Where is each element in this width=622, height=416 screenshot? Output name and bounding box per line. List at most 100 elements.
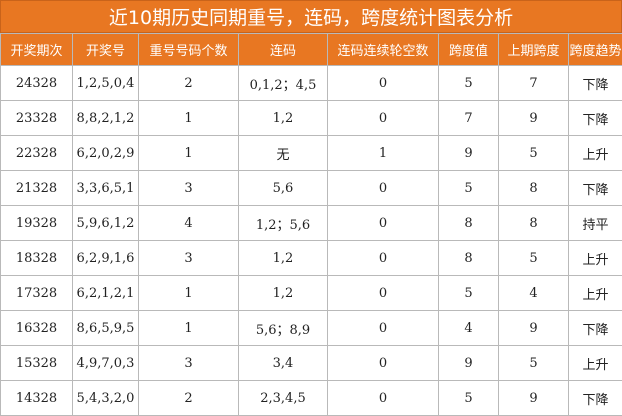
cell-numbers: 8,8,2,1,2 <box>73 101 139 136</box>
cell-trend: 下降 <box>569 101 622 136</box>
cell-numbers: 6,2,1,2,1 <box>73 276 139 311</box>
cell-consecutive: 0,1,2；4,5 <box>239 66 328 101</box>
cell-span: 8 <box>439 241 499 276</box>
cell-repeat: 1 <box>139 136 239 171</box>
page-title: 近10期历史同期重号，连码，跨度统计图表分析 <box>0 0 622 33</box>
cell-span: 8 <box>439 206 499 241</box>
cell-span: 7 <box>439 101 499 136</box>
cell-consecutive: 5,6 <box>239 171 328 206</box>
cell-issue: 21328 <box>1 171 73 206</box>
cell-repeat: 4 <box>139 206 239 241</box>
cell-issue: 24328 <box>1 66 73 101</box>
cell-trend: 下降 <box>569 381 622 416</box>
cell-trend: 下降 <box>569 311 622 346</box>
cell-consecutive: 5,6；8,9 <box>239 311 328 346</box>
col-header-prev-span: 上期跨度 <box>499 34 569 66</box>
cell-numbers: 5,9,6,1,2 <box>73 206 139 241</box>
cell-gap: 0 <box>328 381 439 416</box>
cell-prev-span: 9 <box>499 311 569 346</box>
cell-trend: 上升 <box>569 136 622 171</box>
cell-span: 5 <box>439 381 499 416</box>
col-header-numbers: 开奖号 <box>73 34 139 66</box>
cell-issue: 15328 <box>1 346 73 381</box>
cell-repeat: 3 <box>139 171 239 206</box>
cell-consecutive: 1,2 <box>239 241 328 276</box>
cell-numbers: 5,4,3,2,0 <box>73 381 139 416</box>
cell-prev-span: 9 <box>499 381 569 416</box>
col-header-repeat: 重号号码个数 <box>139 34 239 66</box>
cell-span: 5 <box>439 171 499 206</box>
cell-prev-span: 5 <box>499 136 569 171</box>
cell-numbers: 1,2,5,0,4 <box>73 66 139 101</box>
cell-issue: 23328 <box>1 101 73 136</box>
cell-span: 5 <box>439 276 499 311</box>
cell-gap: 0 <box>328 276 439 311</box>
cell-prev-span: 8 <box>499 206 569 241</box>
cell-gap: 0 <box>328 66 439 101</box>
header-row: 开奖期次 开奖号 重号号码个数 连码 连码连续轮空数 跨度值 上期跨度 跨度趋势 <box>1 34 622 66</box>
cell-trend: 下降 <box>569 66 622 101</box>
cell-consecutive: 1,2 <box>239 276 328 311</box>
cell-repeat: 1 <box>139 276 239 311</box>
cell-repeat: 2 <box>139 66 239 101</box>
cell-trend: 上升 <box>569 241 622 276</box>
cell-numbers: 3,3,6,5,1 <box>73 171 139 206</box>
cell-consecutive: 1,2 <box>239 101 328 136</box>
cell-issue: 18328 <box>1 241 73 276</box>
cell-consecutive: 3,4 <box>239 346 328 381</box>
cell-numbers: 6,2,0,2,9 <box>73 136 139 171</box>
cell-issue: 17328 <box>1 276 73 311</box>
col-header-issue: 开奖期次 <box>1 34 73 66</box>
cell-prev-span: 5 <box>499 241 569 276</box>
cell-span: 4 <box>439 311 499 346</box>
cell-issue: 16328 <box>1 311 73 346</box>
cell-repeat: 1 <box>139 311 239 346</box>
col-header-trend: 跨度趋势 <box>569 34 622 66</box>
col-header-consecutive: 连码 <box>239 34 328 66</box>
cell-trend: 上升 <box>569 276 622 311</box>
cell-trend: 下降 <box>569 171 622 206</box>
cell-span: 5 <box>439 66 499 101</box>
cell-issue: 22328 <box>1 136 73 171</box>
cell-gap: 0 <box>328 206 439 241</box>
cell-repeat: 3 <box>139 241 239 276</box>
cell-repeat: 2 <box>139 381 239 416</box>
cell-issue: 14328 <box>1 381 73 416</box>
cell-trend: 持平 <box>569 206 622 241</box>
cell-gap: 1 <box>328 136 439 171</box>
cell-gap: 0 <box>328 101 439 136</box>
cell-prev-span: 5 <box>499 346 569 381</box>
cell-prev-span: 7 <box>499 66 569 101</box>
cell-prev-span: 8 <box>499 171 569 206</box>
cell-numbers: 6,2,9,1,6 <box>73 241 139 276</box>
cell-repeat: 1 <box>139 101 239 136</box>
col-header-span: 跨度值 <box>439 34 499 66</box>
cell-gap: 0 <box>328 241 439 276</box>
cell-gap: 0 <box>328 311 439 346</box>
cell-consecutive: 无 <box>239 136 328 171</box>
cell-gap: 0 <box>328 346 439 381</box>
cell-consecutive: 1,2；5,6 <box>239 206 328 241</box>
stats-table: 开奖期次 开奖号 重号号码个数 连码 连码连续轮空数 跨度值 上期跨度 跨度趋势… <box>0 33 622 416</box>
cell-issue: 19328 <box>1 206 73 241</box>
cell-consecutive: 2,3,4,5 <box>239 381 328 416</box>
cell-prev-span: 4 <box>499 276 569 311</box>
cell-span: 9 <box>439 346 499 381</box>
cell-prev-span: 9 <box>499 101 569 136</box>
col-header-gap: 连码连续轮空数 <box>328 34 439 66</box>
cell-numbers: 4,9,7,0,3 <box>73 346 139 381</box>
cell-numbers: 8,6,5,9,5 <box>73 311 139 346</box>
cell-span: 9 <box>439 136 499 171</box>
cell-repeat: 3 <box>139 346 239 381</box>
